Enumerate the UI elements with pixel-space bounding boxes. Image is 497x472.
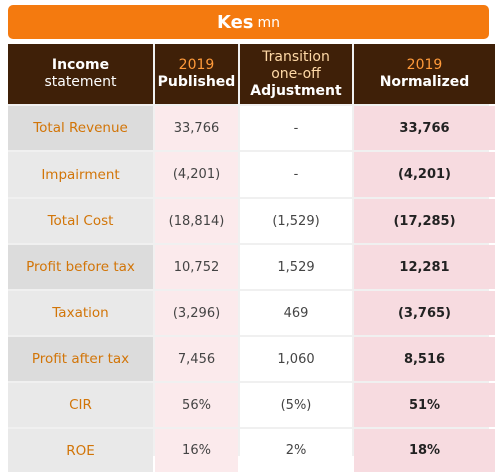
cell-adjustment: - xyxy=(240,106,352,150)
cell-normalized: 18% xyxy=(354,429,495,472)
cell-published: 10,752 xyxy=(155,245,238,289)
row-label-total-revenue: Total Revenue xyxy=(8,106,153,150)
cell-normalized: 51% xyxy=(354,383,495,427)
cell-normalized: 8,516 xyxy=(354,337,495,381)
cell-published: 16% xyxy=(155,429,238,472)
cell-normalized: (4,201) xyxy=(354,152,495,197)
cell-normalized: 33,766 xyxy=(354,106,495,150)
row-label-profit-after-tax: Profit after tax xyxy=(8,337,153,381)
cell-adjustment: (1,529) xyxy=(240,199,352,243)
cell-adjustment: 1,529 xyxy=(240,245,352,289)
header-income-statement: Income statement xyxy=(8,44,153,104)
header-published-year: 2019 xyxy=(178,57,215,73)
row-label-impairment: Impairment xyxy=(8,152,153,197)
row-label-cir: CIR xyxy=(8,383,153,427)
row-label-total-cost: Total Cost xyxy=(8,199,153,243)
cell-published: 7,456 xyxy=(155,337,238,381)
cell-normalized: (3,765) xyxy=(354,291,495,335)
cell-published: 33,766 xyxy=(155,106,238,150)
header-normalized: 2019 Normalized xyxy=(354,44,495,104)
cell-adjustment: 2% xyxy=(240,429,352,472)
currency-banner: Kes mn xyxy=(8,5,489,39)
header-income-line1: Income xyxy=(51,57,110,73)
cell-published: (4,201) xyxy=(155,152,238,197)
header-published-label: Published xyxy=(157,74,236,90)
cell-adjustment: (5%) xyxy=(240,383,352,427)
header-normalized-label: Normalized xyxy=(379,74,470,90)
cell-published: 56% xyxy=(155,383,238,427)
row-label-roe: ROE xyxy=(8,429,153,472)
cell-adjustment: 469 xyxy=(240,291,352,335)
cell-normalized: (17,285) xyxy=(354,199,495,243)
header-published: 2019 Published xyxy=(155,44,238,104)
cell-published: (18,814) xyxy=(155,199,238,243)
currency-unit: mn xyxy=(257,15,281,31)
header-income-line2: statement xyxy=(44,74,117,90)
cell-adjustment: 1,060 xyxy=(240,337,352,381)
header-adjustment: Transition one-off Adjustment xyxy=(240,44,352,104)
row-label-profit-before-tax: Profit before tax xyxy=(8,245,153,289)
row-label-taxation: Taxation xyxy=(8,291,153,335)
cell-adjustment: - xyxy=(240,152,352,197)
header-normalized-year: 2019 xyxy=(406,57,443,73)
cell-normalized: 12,281 xyxy=(354,245,495,289)
income-statement-table: Income statement 2019 Published Transiti… xyxy=(8,44,495,472)
header-adjustment-line3: Adjustment xyxy=(250,82,342,99)
cell-published: (3,296) xyxy=(155,291,238,335)
header-adjustment-line2: one-off xyxy=(271,65,321,82)
currency-code: Kes xyxy=(216,11,254,33)
header-adjustment-line1: Transition xyxy=(262,48,330,65)
